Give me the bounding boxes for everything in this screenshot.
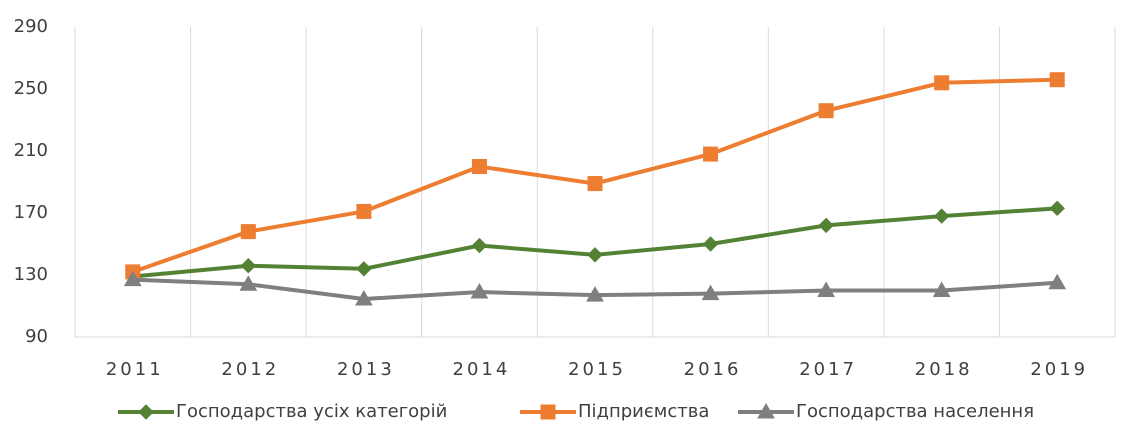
data-point xyxy=(933,208,950,224)
data-point xyxy=(1048,273,1067,290)
data-point xyxy=(587,176,603,192)
data-point xyxy=(932,281,951,297)
data-point xyxy=(239,275,258,291)
y-tick-label: 130 xyxy=(14,264,48,285)
x-tick-label: 2014 xyxy=(453,359,511,380)
legend-label: Господарства усіх категорій xyxy=(176,401,447,422)
y-tick-label: 250 xyxy=(14,78,48,99)
data-point xyxy=(240,257,257,274)
data-point xyxy=(817,281,835,297)
x-tick-label: 2015 xyxy=(568,359,626,380)
data-point xyxy=(818,103,834,119)
data-point xyxy=(123,270,142,287)
data-point xyxy=(702,236,719,252)
x-tick-label: 2019 xyxy=(1030,359,1088,380)
y-tick-label: 90 xyxy=(25,326,48,347)
data-point xyxy=(356,261,372,277)
x-tick-label: 2012 xyxy=(221,359,279,380)
data-point xyxy=(240,224,256,240)
legend-marker xyxy=(540,404,556,420)
series-line xyxy=(132,77,1058,274)
y-tick-label: 170 xyxy=(14,202,48,223)
data-point xyxy=(471,237,488,254)
data-point xyxy=(701,284,720,301)
series-line xyxy=(132,206,1058,279)
data-point xyxy=(586,286,604,302)
data-point xyxy=(355,290,373,306)
x-tick-label: 2016 xyxy=(684,359,742,380)
data-point xyxy=(587,247,603,263)
data-point xyxy=(470,283,489,299)
x-tick-label: 2018 xyxy=(915,359,973,380)
y-tick-label: 210 xyxy=(14,140,48,161)
x-tick-label: 2013 xyxy=(337,359,395,380)
x-tick-label: 2017 xyxy=(799,359,857,380)
data-point xyxy=(1049,72,1065,88)
legend-label: Підприємства xyxy=(578,401,709,422)
data-point xyxy=(471,159,487,174)
data-point xyxy=(356,203,372,219)
legend-label: Господарства населення xyxy=(796,401,1034,422)
data-point xyxy=(703,146,719,162)
y-tick-label: 290 xyxy=(14,16,48,37)
data-point xyxy=(934,75,950,91)
x-tick-label: 2011 xyxy=(106,359,164,380)
data-point xyxy=(1049,200,1065,217)
legend-marker xyxy=(757,402,775,419)
legend-marker xyxy=(138,404,154,420)
data-point xyxy=(818,217,834,234)
